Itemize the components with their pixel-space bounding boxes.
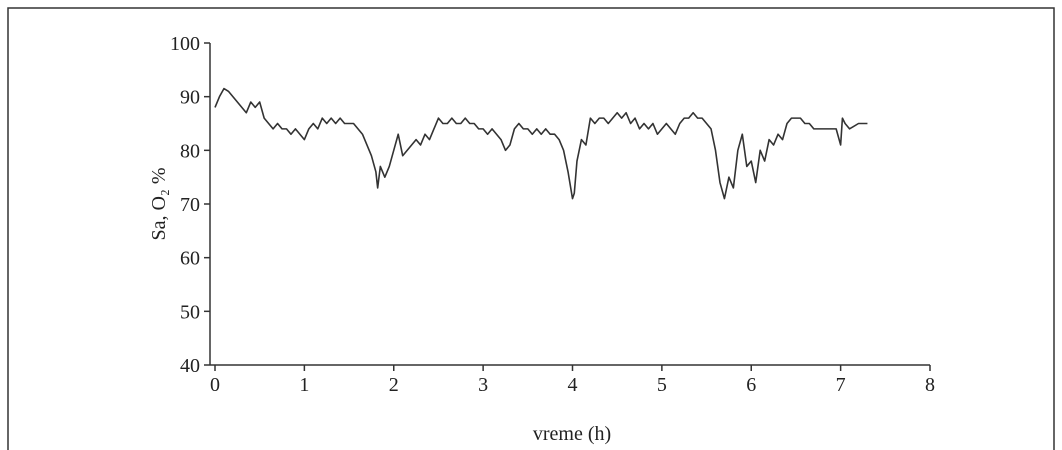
y-tick-label: 90 bbox=[180, 87, 200, 109]
data-line bbox=[214, 87, 868, 200]
y-tick-label: 40 bbox=[180, 355, 200, 377]
x-tick-label: 3 bbox=[478, 374, 488, 396]
y-tick-label: 60 bbox=[180, 248, 200, 270]
y-axis-label: Sa, O₂ % bbox=[148, 167, 170, 240]
x-axis-label: vreme (h) bbox=[533, 423, 611, 445]
y-tick-label: 70 bbox=[180, 194, 200, 216]
x-tick-label: 7 bbox=[836, 374, 846, 396]
frame bbox=[7, 7, 1055, 450]
x-tick-label: 2 bbox=[389, 374, 399, 396]
x-tick-label: 8 bbox=[925, 374, 935, 396]
y-tick-label: 50 bbox=[180, 301, 200, 323]
x-tick-label: 1 bbox=[299, 374, 309, 396]
x-tick-label: 0 bbox=[210, 374, 220, 396]
x-tick-label: 6 bbox=[746, 374, 756, 396]
y-tick-label: 100 bbox=[170, 33, 200, 55]
x-tick-label: 5 bbox=[657, 374, 667, 396]
y-tick-label: 80 bbox=[180, 140, 200, 162]
x-tick-label: 4 bbox=[568, 374, 578, 396]
